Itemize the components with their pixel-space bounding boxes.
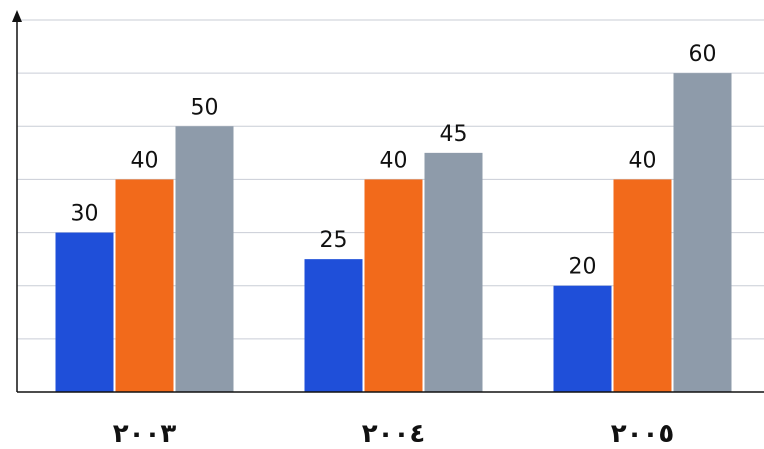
bar — [364, 179, 423, 392]
data-label: 40 — [131, 148, 159, 173]
category-labels: ٢٠٠٣ ٢٠٠٤ ٢٠٠٥ — [113, 419, 674, 449]
bar — [553, 285, 612, 392]
data-label: 60 — [689, 42, 717, 67]
bar — [673, 73, 732, 393]
data-label: 50 — [191, 95, 219, 120]
bar — [424, 152, 483, 392]
data-label: 45 — [440, 122, 468, 147]
bar — [55, 232, 114, 392]
data-labels: 30 40 50 25 40 45 20 40 60 — [71, 42, 717, 280]
category-label: ٢٠٠٥ — [611, 419, 674, 449]
y-axis-arrow-icon — [12, 10, 22, 22]
bar — [115, 179, 174, 392]
bar — [613, 179, 672, 392]
category-label: ٢٠٠٣ — [113, 419, 177, 449]
bar — [304, 259, 363, 392]
data-label: 25 — [320, 228, 348, 253]
bar — [175, 126, 234, 393]
bars — [55, 73, 732, 393]
data-label: 30 — [71, 202, 99, 227]
data-label: 20 — [569, 255, 597, 280]
category-label: ٢٠٠٤ — [362, 419, 425, 449]
data-label: 40 — [380, 148, 408, 173]
data-label: 40 — [629, 148, 657, 173]
